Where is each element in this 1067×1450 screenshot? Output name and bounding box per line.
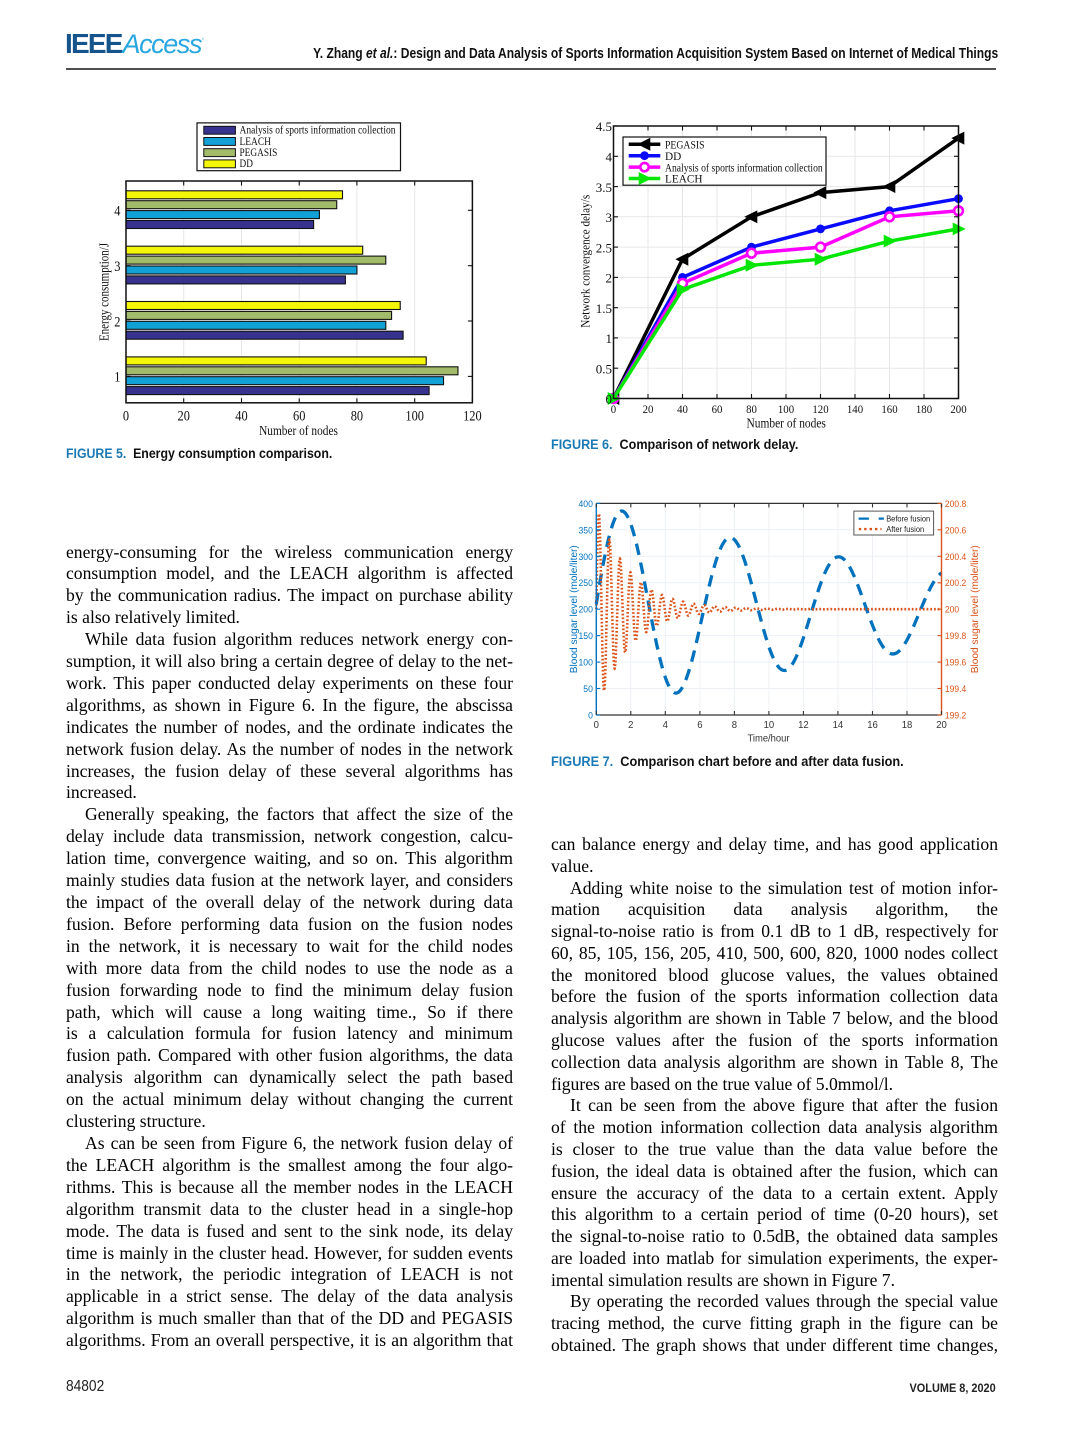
svg-text:200.6: 200.6 — [945, 525, 966, 536]
svg-text:40: 40 — [235, 409, 247, 425]
svg-text:PEGASIS: PEGASIS — [665, 139, 705, 152]
svg-text:20: 20 — [936, 719, 947, 731]
svg-text:2: 2 — [114, 314, 120, 330]
svg-text:100: 100 — [579, 658, 593, 669]
svg-text:400: 400 — [579, 499, 593, 510]
svg-text:200.8: 200.8 — [945, 499, 966, 510]
svg-text:100: 100 — [778, 404, 794, 416]
svg-text:10: 10 — [764, 719, 775, 731]
svg-text:350: 350 — [579, 525, 593, 536]
svg-text:100: 100 — [405, 409, 424, 425]
svg-text:Energy consumption/J: Energy consumption/J — [97, 243, 112, 341]
svg-text:DD: DD — [665, 150, 681, 163]
svg-text:160: 160 — [881, 404, 897, 416]
svg-text:18: 18 — [902, 719, 913, 731]
svg-text:20: 20 — [643, 404, 654, 416]
svg-text:14: 14 — [833, 719, 844, 731]
svg-text:Number of nodes: Number of nodes — [747, 416, 826, 431]
svg-text:3.5: 3.5 — [596, 180, 612, 195]
svg-text:1: 1 — [114, 370, 120, 386]
svg-text:Blood sugar level (mole/liter): Blood sugar level (mole/liter) — [970, 545, 981, 673]
svg-text:Blood sugar level (mole/liter): Blood sugar level (mole/liter) — [569, 545, 580, 673]
svg-text:80: 80 — [746, 404, 757, 416]
svg-text:1.5: 1.5 — [596, 301, 612, 316]
svg-text:200.2: 200.2 — [945, 578, 966, 589]
svg-text:50: 50 — [583, 684, 593, 695]
svg-text:4.5: 4.5 — [596, 119, 612, 134]
svg-text:4: 4 — [663, 719, 668, 731]
svg-text:200: 200 — [579, 605, 593, 616]
svg-text:Time/hour: Time/hour — [748, 734, 791, 745]
svg-text:4: 4 — [606, 150, 613, 165]
svg-text:0: 0 — [123, 409, 129, 425]
svg-text:120: 120 — [812, 404, 828, 416]
svg-text:Analysis of sports information: Analysis of sports information collectio… — [240, 124, 396, 137]
svg-text:140: 140 — [847, 404, 863, 416]
svg-text:After fusion: After fusion — [886, 525, 924, 534]
svg-text:0: 0 — [606, 392, 613, 407]
svg-text:DD: DD — [240, 157, 253, 170]
svg-text:60: 60 — [293, 409, 305, 425]
svg-text:6: 6 — [697, 719, 702, 731]
svg-text:Number of nodes: Number of nodes — [259, 423, 338, 438]
svg-text:120: 120 — [463, 409, 482, 425]
svg-text:3: 3 — [606, 210, 613, 225]
svg-text:8: 8 — [732, 719, 737, 731]
svg-text:199.4: 199.4 — [945, 684, 966, 695]
svg-text:40: 40 — [677, 404, 688, 416]
svg-text:2.5: 2.5 — [596, 240, 612, 255]
svg-text:200: 200 — [945, 605, 959, 616]
svg-text:12: 12 — [798, 719, 809, 731]
svg-text:150: 150 — [579, 631, 593, 642]
svg-text:199.6: 199.6 — [945, 658, 966, 669]
svg-text:PEGASIS: PEGASIS — [240, 146, 278, 159]
svg-text:2: 2 — [606, 271, 613, 286]
svg-text:2: 2 — [628, 719, 633, 731]
svg-text:250: 250 — [579, 578, 593, 589]
svg-text:Network convergence delay/s: Network convergence delay/s — [579, 195, 593, 328]
svg-text:0: 0 — [588, 711, 593, 722]
svg-text:4: 4 — [114, 204, 121, 220]
svg-text:16: 16 — [867, 719, 878, 731]
svg-text:Before fusion: Before fusion — [886, 514, 930, 523]
svg-text:1: 1 — [606, 331, 613, 346]
svg-text:180: 180 — [916, 404, 932, 416]
svg-text:0: 0 — [594, 719, 599, 731]
svg-text:80: 80 — [351, 409, 363, 425]
svg-text:300: 300 — [579, 552, 593, 563]
svg-text:3: 3 — [114, 259, 120, 275]
svg-text:199.2: 199.2 — [945, 711, 966, 722]
svg-text:200.4: 200.4 — [945, 552, 966, 563]
svg-text:LEACH: LEACH — [240, 135, 272, 148]
svg-text:60: 60 — [712, 404, 723, 416]
svg-text:Analysis of sports information: Analysis of sports information collectio… — [665, 161, 823, 174]
svg-text:0.5: 0.5 — [596, 361, 612, 376]
svg-text:20: 20 — [178, 409, 190, 425]
svg-text:LEACH: LEACH — [665, 173, 703, 186]
svg-text:0: 0 — [611, 404, 617, 416]
svg-text:199.8: 199.8 — [945, 631, 966, 642]
svg-text:200: 200 — [950, 404, 966, 416]
